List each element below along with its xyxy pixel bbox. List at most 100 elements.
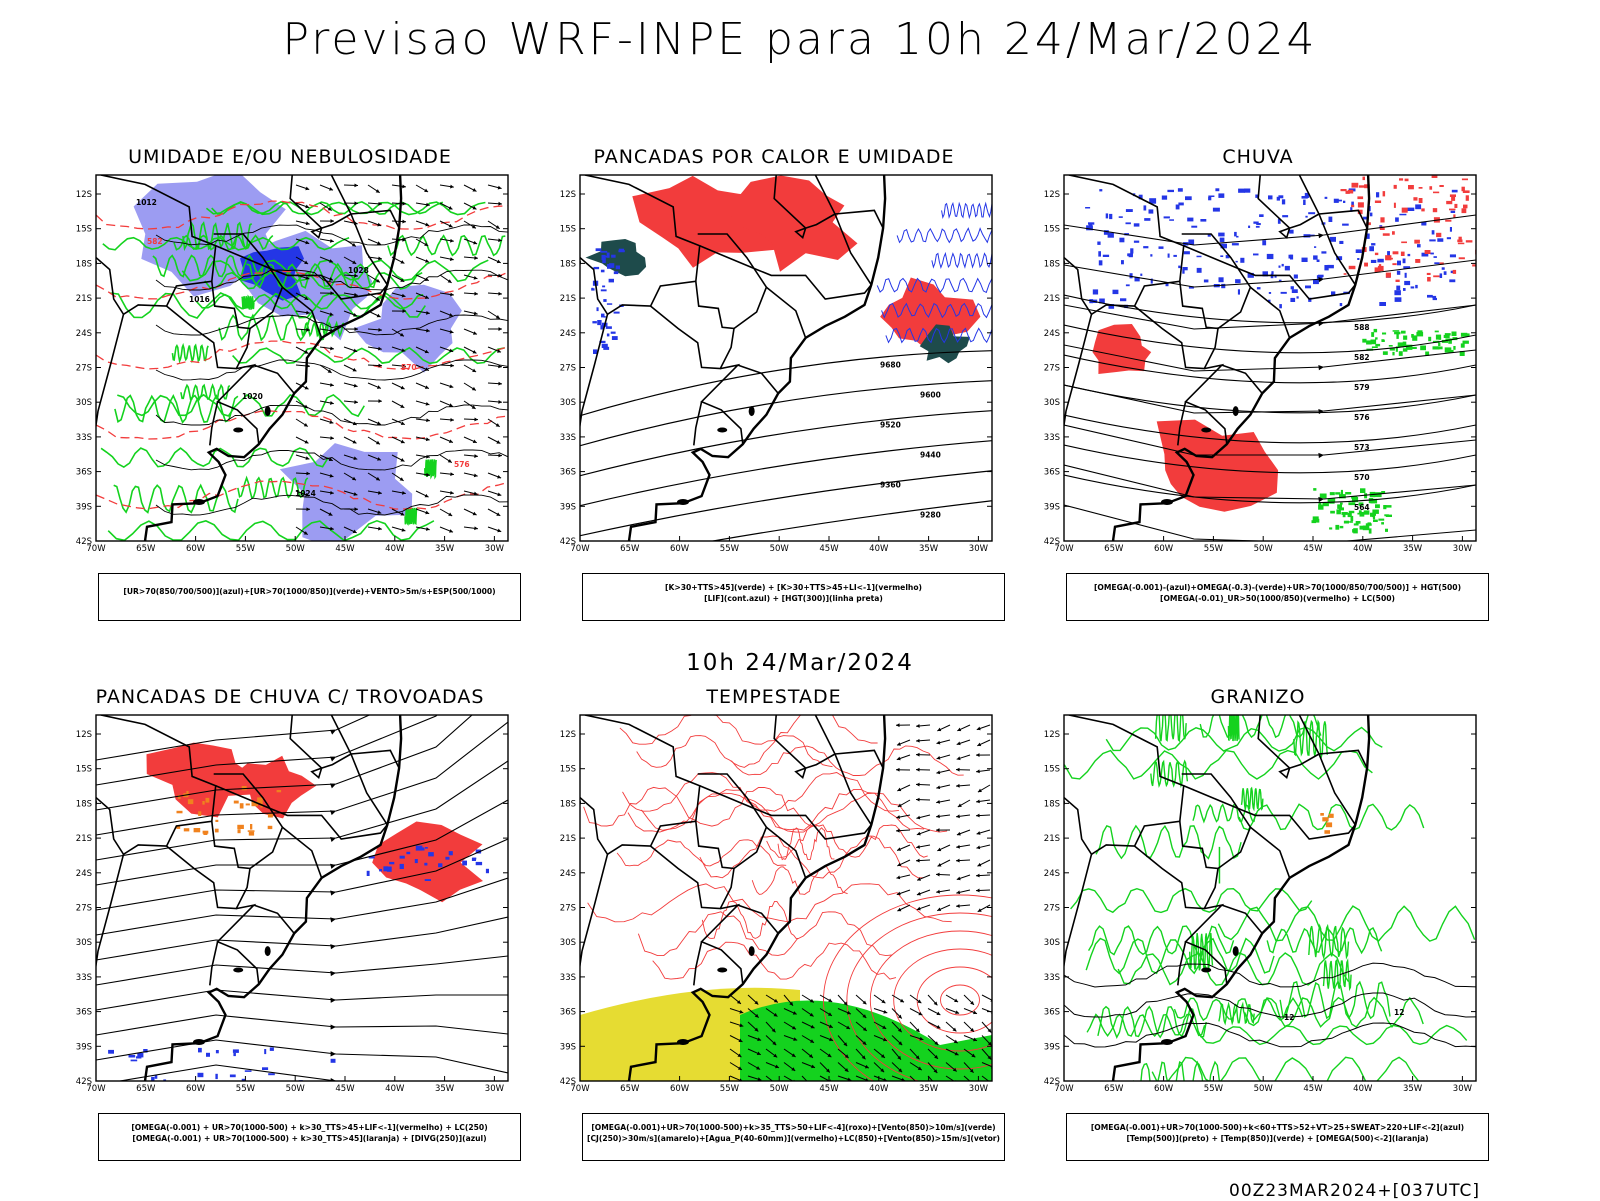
- omega-area: [1197, 268, 1202, 273]
- convective-speckle: [248, 830, 255, 832]
- omega-area: [1376, 192, 1379, 197]
- lat-label: 18S: [1044, 799, 1060, 809]
- omega-area: [1278, 195, 1283, 198]
- rain-speckle: [1408, 185, 1414, 189]
- strong-omega-area: [1369, 528, 1372, 533]
- contour-label: 1020: [242, 392, 263, 401]
- rain-speckle: [1348, 190, 1353, 194]
- lif-contour-blob: [603, 347, 609, 350]
- omega-area: [1290, 298, 1295, 302]
- strong-omega-area: [1330, 511, 1335, 514]
- omega-area: [1119, 238, 1124, 243]
- omega-area: [1178, 188, 1183, 192]
- omega-area: [1321, 251, 1326, 253]
- omega-area: [1308, 212, 1315, 214]
- strong-omega-area: [1417, 330, 1422, 333]
- main-title: Previsao WRF-INPE para 10h 24/Mar/2024: [0, 14, 1600, 65]
- lagoon: [749, 406, 755, 416]
- lif-contour-blob: [601, 270, 605, 273]
- omega-area: [1342, 224, 1349, 226]
- strong-omega-area: [1384, 514, 1389, 516]
- omega-area: [1305, 286, 1311, 289]
- lif-contour-blob: [607, 253, 610, 258]
- omega-area: [1236, 236, 1238, 238]
- rain-speckle: [1421, 208, 1424, 211]
- lat-label: 27S: [76, 364, 92, 374]
- omega-area: [1178, 266, 1180, 269]
- strong-omega-area: [1345, 492, 1351, 495]
- omega-area: [1085, 207, 1090, 209]
- contour-label: 1024: [295, 489, 316, 498]
- lat-label: 24S: [76, 869, 92, 879]
- rain-speckle: [1466, 240, 1473, 242]
- strong-omega-area: [1340, 526, 1344, 528]
- omega-area: [1371, 260, 1376, 263]
- omega-area: [1108, 233, 1114, 238]
- lon-label: 65W: [1104, 544, 1124, 554]
- lat-label: 15S: [76, 765, 92, 775]
- omega-area: [1129, 253, 1133, 257]
- convective-speckle: [268, 826, 273, 829]
- contour-label: 9680: [880, 361, 901, 370]
- lat-label: 39S: [76, 502, 92, 512]
- omega-area: [1093, 289, 1098, 294]
- omega-area: [1183, 267, 1188, 270]
- omega-area: [1097, 242, 1100, 245]
- omega-area: [1144, 205, 1147, 210]
- omega-area: [1434, 256, 1437, 258]
- omega-area: [1185, 196, 1192, 200]
- lif-contour-blob: [614, 271, 619, 274]
- lat-label: 15S: [1044, 765, 1060, 775]
- lat-label: 15S: [76, 225, 92, 235]
- divergence-speckle: [245, 1070, 252, 1072]
- lat-label: 30S: [560, 938, 576, 948]
- lon-label: 45W: [1303, 544, 1323, 554]
- lat-label: 33S: [76, 433, 92, 443]
- lon-label: 30W: [1453, 544, 1473, 554]
- omega-area: [1282, 199, 1285, 204]
- rain-speckle: [1383, 191, 1386, 196]
- omega-area: [1395, 217, 1399, 221]
- rain-speckle: [1393, 251, 1399, 254]
- divergence-speckle: [108, 1050, 114, 1054]
- lif-contour-blob: [591, 288, 593, 290]
- lif-contour-blob: [602, 286, 605, 288]
- lif-contour-blob: [609, 263, 614, 268]
- vector-head: [808, 1082, 812, 1086]
- contour-label: 576: [1354, 413, 1370, 422]
- omega-area: [1303, 200, 1306, 205]
- strong-omega-area: [1313, 519, 1319, 523]
- lon-label: 30W: [969, 1084, 989, 1094]
- lat-label: 15S: [560, 765, 576, 775]
- omega-area: [1417, 244, 1421, 247]
- lon-label: 40W: [1353, 544, 1373, 554]
- lat-label: 30S: [560, 398, 576, 408]
- omega-area: [1282, 264, 1284, 267]
- lif-contour-blob: [606, 326, 612, 329]
- omega-area: [1140, 274, 1142, 276]
- strong-omega-area: [1461, 334, 1468, 336]
- lat-label: 21S: [560, 834, 576, 844]
- rain-speckle: [1459, 257, 1465, 259]
- convective-speckle: [215, 820, 218, 822]
- strong-omega-area: [1340, 503, 1343, 505]
- strong-omega-area: [1360, 512, 1365, 517]
- strong-omega-area: [1393, 330, 1400, 332]
- island: [677, 499, 689, 505]
- convective-speckle: [240, 803, 244, 808]
- lif-contour-blob: [614, 312, 620, 314]
- omega-area: [1269, 292, 1271, 294]
- divergence-speckle: [415, 859, 418, 863]
- omega-area: [1282, 215, 1288, 217]
- rain-speckle: [1433, 208, 1437, 212]
- omega-area: [1164, 216, 1170, 218]
- rain-speckle: [1352, 183, 1359, 188]
- omega-area: [1452, 190, 1458, 193]
- rain-speckle: [1375, 253, 1378, 255]
- lat-label: 21S: [1044, 834, 1060, 844]
- omega-area: [1343, 201, 1345, 203]
- omega-area: [1257, 287, 1261, 289]
